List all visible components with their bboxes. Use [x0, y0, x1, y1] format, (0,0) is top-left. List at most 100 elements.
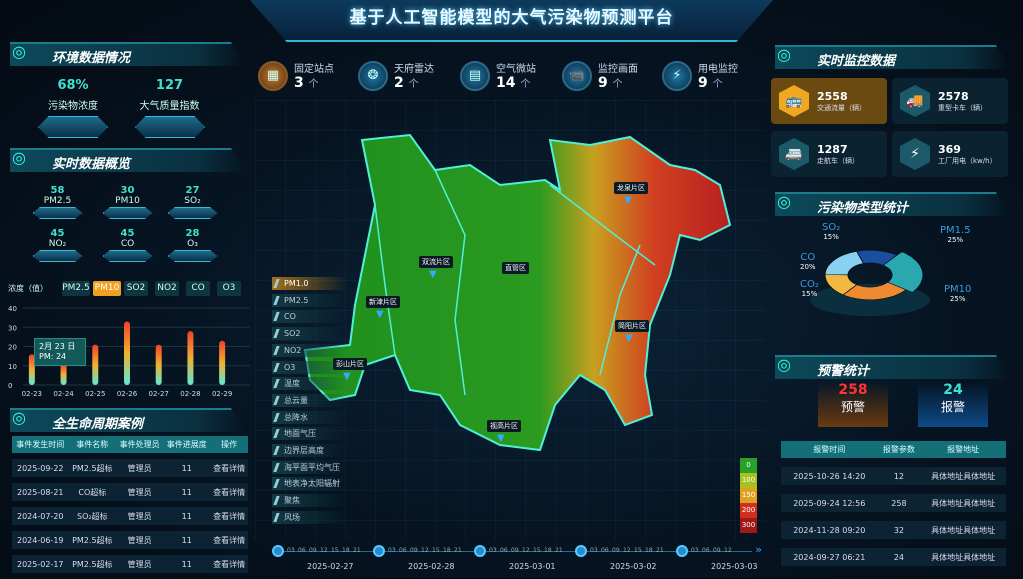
- hour-tick: 15: [432, 547, 440, 554]
- warning-count: 258 预警: [818, 382, 888, 427]
- table-cell: 2025-09-22: [12, 459, 69, 477]
- timeline-node[interactable]: [575, 545, 587, 557]
- column-header: 报警时间: [781, 441, 878, 458]
- slice-name: PM10: [944, 284, 972, 295]
- location-pin-icon[interactable]: ▼: [497, 433, 505, 444]
- platform-icon: [167, 207, 218, 219]
- map-region-label[interactable]: 视高片区: [487, 420, 521, 432]
- layer-item[interactable]: CO: [272, 310, 347, 324]
- tooltip-value: PM: 24: [39, 352, 67, 361]
- table-cell: 32: [877, 521, 921, 539]
- section-title: 全生命周期案例: [52, 417, 144, 432]
- layer-item[interactable]: 总降水: [272, 410, 347, 424]
- layer-item[interactable]: NO2: [272, 343, 347, 357]
- timeline-date: 2025-03-01: [509, 562, 556, 571]
- timeline[interactable]: » 03 06 09 12 15 18 21 2025-02-27 03 06 09 12 15 18 21 2…: [272, 543, 762, 575]
- section-header-pollutant: 污染物类型统计: [775, 192, 1010, 216]
- env-label: 大气质量指数: [139, 101, 200, 112]
- location-pin-icon[interactable]: ▼: [624, 195, 632, 206]
- bar-02-28[interactable]: [187, 331, 194, 385]
- map-region-label[interactable]: 新津片区: [366, 296, 400, 308]
- pollutant-tab-co[interactable]: CO: [186, 281, 210, 296]
- location-pin-icon[interactable]: ▼: [376, 309, 384, 320]
- bar-02-26[interactable]: [124, 321, 130, 385]
- hour-tick: 12: [421, 547, 429, 554]
- table-row: 2025-10-26 14:20 12 具体地址具体地址: [781, 467, 1006, 485]
- stat-value: 14: [496, 75, 516, 91]
- map-region-label[interactable]: 双流片区: [419, 256, 453, 268]
- layer-item[interactable]: 总云量: [272, 393, 347, 407]
- hour-tick: 09: [612, 547, 620, 554]
- pollutant-tab-no2[interactable]: NO2: [155, 281, 179, 296]
- table-cell: 2024-06-19: [12, 531, 69, 549]
- monitor-card: ⚡ 369 工厂用电（kw/h）: [892, 131, 1008, 177]
- layer-item[interactable]: PM2.5: [272, 293, 347, 307]
- pollutant-tab-pm10[interactable]: PM10: [93, 281, 121, 296]
- map-region-label[interactable]: 直管区: [502, 262, 529, 274]
- section-title: 预警统计: [817, 364, 870, 379]
- map-region-label[interactable]: 龙泉片区: [614, 182, 648, 194]
- timeline-node[interactable]: [474, 545, 486, 557]
- layer-item[interactable]: 风场: [272, 510, 347, 524]
- bar-02-25[interactable]: [92, 344, 99, 385]
- layer-item[interactable]: 地面气压: [272, 427, 347, 441]
- timeline-node[interactable]: [373, 545, 385, 557]
- layer-item[interactable]: 聚焦: [272, 494, 347, 508]
- table-cell: 管理员: [116, 531, 164, 549]
- donut-slice[interactable]: [824, 251, 865, 276]
- card-label: 工厂用电（kw/h）: [938, 156, 997, 165]
- table-row: 2025-09-24 12:56 258 具体地址具体地址: [781, 494, 1006, 512]
- station-icon: ▤: [460, 60, 490, 91]
- stat-label: 监控画面: [598, 64, 638, 75]
- hour-tick: 03: [489, 547, 497, 554]
- view-details-link[interactable]: 查看详情: [210, 483, 248, 501]
- bar-02-24[interactable]: [60, 363, 67, 385]
- timeline-node[interactable]: [676, 545, 688, 557]
- view-details-link[interactable]: 查看详情: [210, 555, 248, 573]
- map-region-shape: [303, 133, 732, 452]
- play-icon[interactable]: [272, 545, 284, 557]
- location-pin-icon[interactable]: ▼: [429, 269, 437, 280]
- realtime-label: PM10: [115, 196, 140, 206]
- timeline-date: 2025-03-02: [610, 562, 657, 571]
- layer-item[interactable]: SO2: [272, 327, 347, 341]
- donut-slice[interactable]: [882, 251, 924, 293]
- stat-building: ▦ 固定站点 3 个: [258, 60, 334, 91]
- layer-item[interactable]: 海平面平均气压: [272, 460, 347, 474]
- card-label: 交通流量（辆）: [817, 103, 866, 112]
- donut-label: CO₂ 15%: [800, 279, 819, 298]
- stat-label: 固定站点: [294, 64, 334, 75]
- district-map[interactable]: [300, 125, 760, 455]
- pollutant-tab-pm2.5[interactable]: PM2.5: [62, 281, 90, 296]
- view-details-link[interactable]: 查看详情: [210, 531, 248, 549]
- alarm-label: 报警: [940, 400, 965, 414]
- section-title: 污染物类型统计: [817, 201, 909, 216]
- table-cell: 管理员: [116, 483, 164, 501]
- location-pin-icon[interactable]: ▼: [625, 333, 633, 344]
- table-cell: 具体地址具体地址: [920, 521, 1006, 539]
- layer-item[interactable]: PM1.0: [272, 277, 347, 290]
- layer-item[interactable]: 边界层高度: [272, 444, 347, 457]
- truck-icon: 🚚: [900, 85, 930, 117]
- bar-02-23[interactable]: [28, 354, 35, 385]
- layer-item[interactable]: 温度: [272, 377, 347, 391]
- timeline-date: 2025-02-28: [408, 562, 455, 571]
- view-details-link[interactable]: 查看详情: [210, 507, 248, 525]
- pollutant-tab-o3[interactable]: O3: [217, 281, 241, 296]
- view-details-link[interactable]: 查看详情: [210, 459, 248, 477]
- layer-item[interactable]: 地表净太阳辐射: [272, 477, 347, 491]
- table-row: 2024-07-20 SO₂超标 管理员 11 查看详情: [12, 507, 248, 525]
- target-icon: ◎: [12, 148, 26, 167]
- bar-02-27[interactable]: [155, 344, 162, 385]
- slice-percent: 25%: [949, 295, 966, 303]
- bar-02-29[interactable]: [219, 340, 226, 385]
- alarm-count: 24 报警: [918, 382, 988, 427]
- section-title: 实时监控数据: [817, 54, 896, 69]
- chevron-right-icon[interactable]: »: [755, 543, 762, 556]
- map-region-label[interactable]: 简阳片区: [615, 320, 649, 332]
- timeline-track: [272, 551, 752, 552]
- pollutant-tab-so2[interactable]: SO2: [124, 281, 148, 296]
- table-cell: PM2.5超标: [68, 531, 117, 549]
- layer-item[interactable]: O3: [272, 360, 347, 374]
- slice-percent: 15%: [823, 233, 839, 241]
